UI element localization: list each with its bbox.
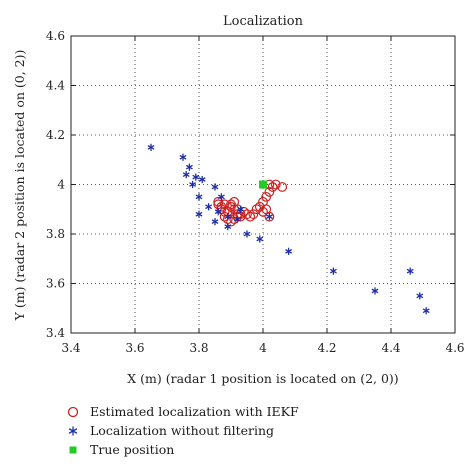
iekf-point [245, 211, 256, 222]
iekf-point [258, 206, 268, 217]
legend-asterisk-icon [62, 424, 84, 438]
iekf-point [238, 206, 249, 217]
y-tick-label: 3.6 [46, 277, 65, 291]
x-tick-label: 3.6 [125, 341, 144, 355]
iekf-point [242, 209, 252, 220]
iekf-point [277, 182, 288, 192]
unfiltered-point [406, 267, 414, 275]
y-tick-label: 4 [57, 178, 65, 192]
iekf-point [251, 204, 262, 215]
legend: Estimated localization with IEKF Localiz… [62, 402, 299, 459]
legend-label: True position [90, 442, 175, 457]
x-axis-label: X (m) (radar 1 position is located on (2… [127, 371, 398, 386]
unfiltered-point [256, 235, 264, 243]
unfiltered-point [189, 180, 197, 189]
iekf-point [219, 199, 230, 210]
x-tick-label: 3.4 [61, 341, 80, 355]
x-tick-label: 4.2 [317, 341, 336, 355]
iekf-point [264, 211, 275, 222]
x-tick-label: 4 [259, 341, 267, 355]
data-marks [147, 143, 430, 315]
unfiltered-point [422, 307, 430, 315]
unfiltered-point [182, 171, 190, 179]
iekf-point [254, 201, 265, 212]
unfiltered-point [205, 203, 213, 211]
y-tick-label: 4.2 [46, 128, 65, 142]
iekf-point [267, 182, 278, 192]
iekf-point [226, 216, 236, 227]
iekf-point [248, 209, 259, 220]
unfiltered-point [211, 218, 219, 226]
chart: Localization 3.4 3.6 3.8 4 4.2 4.4 4.63.43.63.… [12, 14, 465, 386]
unfiltered-point [147, 143, 155, 151]
unfiltered-point [217, 193, 225, 201]
unfiltered-point [179, 153, 187, 161]
unfiltered-point [237, 205, 245, 213]
y-tick-label: 4.6 [46, 29, 65, 43]
iekf-point [270, 179, 281, 190]
iekf-point [229, 196, 240, 207]
unfiltered-point [243, 230, 251, 238]
legend-square-icon [62, 443, 84, 457]
unfiltered-point [192, 173, 200, 181]
y-tick-label: 3.4 [46, 326, 65, 340]
unfiltered-point [329, 267, 337, 275]
unfiltered-point [214, 208, 222, 216]
iekf-point [226, 199, 236, 210]
iekf-point [264, 187, 275, 197]
true-position-point [259, 180, 267, 189]
unfiltered-point [198, 175, 206, 184]
x-tick-label: 4.6 [445, 341, 464, 355]
unfiltered-point [285, 247, 293, 255]
unfiltered-point [211, 183, 219, 191]
y-tick-label: 3.8 [46, 227, 65, 241]
iekf-point [226, 201, 236, 212]
unfiltered-point [265, 213, 273, 221]
unfiltered-point [371, 287, 379, 295]
iekf-point [261, 191, 272, 202]
unfiltered-point [185, 163, 193, 171]
unfiltered-point [416, 292, 424, 300]
legend-item-true: True position [62, 440, 299, 459]
y-axis-label: Y (m) (radar 2 position is located on (0… [12, 50, 27, 322]
legend-label: Localization without filtering [90, 423, 275, 438]
legend-circle-icon [62, 405, 84, 419]
unfiltered-point [195, 193, 203, 201]
unfiltered-point [195, 210, 203, 218]
legend-item-iekf: Estimated localization with IEKF [62, 402, 299, 421]
y-tick-label: 4.4 [46, 79, 65, 93]
x-tick-label: 3.8 [189, 341, 208, 355]
ticks: 3.4 3.6 3.8 4 4.2 4.4 4.6 3.4 3.6 3.8 4 4.2 4.4 4.6 [46, 29, 465, 355]
legend-item-unfiltered: Localization without filtering [62, 421, 299, 440]
chart-title: Localization [223, 14, 304, 29]
legend-label: Estimated localization with IEKF [90, 404, 299, 419]
unfiltered-point [224, 213, 232, 221]
unfiltered-point [224, 222, 232, 231]
iekf-point [216, 201, 227, 212]
x-tick-label: 4.4 [381, 341, 400, 355]
unfiltered-point [233, 215, 241, 223]
